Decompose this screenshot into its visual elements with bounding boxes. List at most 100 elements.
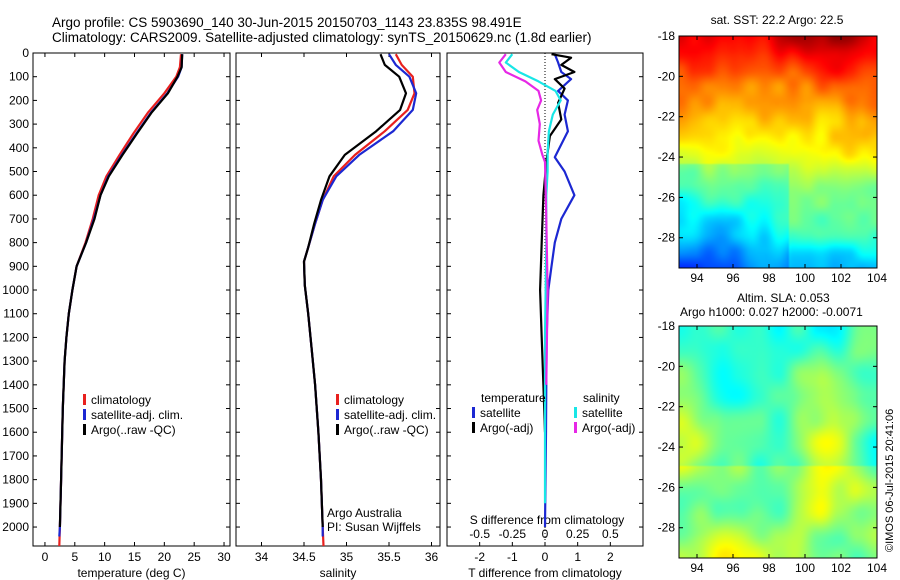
- sla-map-frame: [678, 325, 878, 559]
- salinity-diff-axis-label: S difference from climatology: [470, 513, 625, 527]
- depth-tick-label: 300: [9, 117, 29, 131]
- salinity-xtick-label: 34.5: [292, 550, 316, 564]
- differences-xtick-label: 0: [542, 550, 549, 564]
- differences-series-2: [504, 53, 562, 504]
- map-ytick-label: -20: [658, 359, 676, 373]
- salinity-diff-tick-label: 0: [542, 527, 549, 541]
- differences-xtick-label: -1: [507, 550, 518, 564]
- map-xtick-label: 98: [762, 271, 776, 285]
- map-ytick-label: -26: [658, 190, 676, 204]
- salinity-diff-tick-label: 0.5: [602, 527, 619, 541]
- legend-swatch: [574, 422, 577, 433]
- map-xtick-label: 104: [867, 561, 887, 575]
- salinity-series-2: [302, 53, 408, 528]
- legend-entry: Argo(-adj): [582, 421, 635, 435]
- salinity-diff-tick-label: -0.5: [469, 527, 490, 541]
- map-ytick-label: -22: [658, 400, 676, 414]
- map-ytick-label: -18: [658, 319, 676, 333]
- depth-tick-label: 1600: [2, 425, 29, 439]
- legend-entry: climatology: [344, 393, 404, 407]
- sst-map-title: sat. SST: 22.2 Argo: 22.5: [711, 13, 844, 27]
- temperature-xtick-label: 25: [188, 550, 202, 564]
- map-ytick-label: -22: [658, 110, 676, 124]
- pi-name: PI: Susan Wijffels: [327, 520, 421, 534]
- differences-xtick-label: 2: [607, 550, 614, 564]
- sla-map-subtitle: Argo h1000: 0.027 h2000: -0.0071: [680, 305, 863, 319]
- depth-tick-label: 1900: [2, 496, 29, 510]
- temperature-xtick-label: 5: [71, 550, 78, 564]
- depth-tick-label: 1700: [2, 449, 29, 463]
- legend-entry: Argo(..raw -QC): [91, 423, 176, 437]
- legend-title-temperature: temperature: [481, 391, 546, 405]
- sla-map-panel: Altim. SLA: 0.053 Argo h1000: 0.027 h200…: [658, 291, 888, 575]
- map-xtick-label: 100: [795, 271, 815, 285]
- sst-map-panel: sat. SST: 22.2 Argo: 22.5 94 96 98 100 102 10…: [658, 13, 888, 285]
- legend-swatch: [472, 407, 475, 418]
- legend-entry: Argo(..raw -QC): [344, 423, 429, 437]
- legend-entry: satellite: [480, 406, 521, 420]
- temperature-xtick-label: 0: [42, 550, 49, 564]
- salinity-xtick-label: 35: [340, 550, 354, 564]
- differences-series-3: [498, 53, 549, 385]
- temperature-xtick-label: 30: [217, 550, 231, 564]
- map-ytick-label: -20: [658, 69, 676, 83]
- depth-tick-label: 1000: [2, 283, 29, 297]
- legend-entry: climatology: [91, 393, 151, 407]
- legend-swatch: [336, 394, 339, 405]
- temperature-series-0: [58, 54, 183, 547]
- map-xtick-label: 94: [690, 271, 704, 285]
- depth-tick-label: 1200: [2, 330, 29, 344]
- depth-tick-label: 2000: [2, 520, 29, 534]
- salinity-diff-tick-label: -0.25: [499, 527, 527, 541]
- depth-tick-label: 100: [9, 70, 29, 84]
- legend-swatch: [83, 409, 86, 420]
- temperature-xtick-label: 20: [158, 550, 172, 564]
- sst-heatmap: [679, 36, 877, 268]
- map-xtick-label: 100: [795, 561, 815, 575]
- temperature-xlabel: temperature (deg C): [77, 566, 185, 580]
- differences-xtick-label: -2: [474, 550, 485, 564]
- depth-tick-label: 1400: [2, 378, 29, 392]
- map-xtick-label: 94: [690, 561, 704, 575]
- map-xtick-label: 96: [726, 271, 740, 285]
- salinity-xlabel: salinity: [320, 566, 357, 580]
- map-xtick-label: 104: [867, 271, 887, 285]
- salinity-panel: 34 34.5 35 35.5 36 salinity climatologysatelli…: [235, 52, 441, 580]
- temperature-xtick-label: 15: [128, 550, 142, 564]
- map-ytick-label: -24: [658, 440, 676, 454]
- map-ytick-label: -28: [658, 521, 676, 535]
- temperature-series-1: [58, 54, 184, 537]
- depth-tick-label: 400: [9, 141, 29, 155]
- temperature-panel: 0 5 10 15 20 25 300100200300400500600700800900…: [2, 46, 231, 580]
- depth-tick-label: 900: [9, 259, 29, 273]
- depth-tick-label: 600: [9, 188, 29, 202]
- legend-swatch: [336, 424, 339, 435]
- pi-institution: Argo Australia: [327, 506, 402, 520]
- legend-entry: satellite: [582, 406, 623, 420]
- salinity-xtick-label: 34: [255, 550, 269, 564]
- legend-entry: satellite-adj. clim.: [91, 408, 183, 422]
- differences-xlabel: T difference from climatology: [468, 566, 622, 580]
- salinity-xtick-label: 35.5: [377, 550, 401, 564]
- legend-entry: satellite-adj. clim.: [344, 408, 436, 422]
- legend-title-salinity: salinity: [583, 391, 620, 405]
- map-xtick-label: 96: [726, 561, 740, 575]
- legend-swatch: [83, 394, 86, 405]
- depth-tick-label: 200: [9, 93, 29, 107]
- depth-tick-label: 700: [9, 212, 29, 226]
- sla-heatmap: [679, 326, 877, 558]
- map-ytick-label: -24: [658, 150, 676, 164]
- map-ytick-label: -18: [658, 29, 676, 43]
- header-line-2: Climatology: CARS2009. Satellite-adjuste…: [52, 30, 592, 45]
- map-xtick-label: 102: [831, 271, 851, 285]
- sla-map-title: Altim. SLA: 0.053: [737, 291, 830, 305]
- salinity-diff-tick-label: 0.25: [566, 527, 590, 541]
- sst-map-frame: [678, 35, 878, 269]
- map-ytick-label: -28: [658, 231, 676, 245]
- map-ytick-label: -26: [658, 480, 676, 494]
- temperature-series-2: [58, 54, 184, 528]
- legend-swatch: [472, 422, 475, 433]
- depth-tick-label: 1500: [2, 402, 29, 416]
- temperature-xtick-label: 10: [98, 550, 112, 564]
- legend-swatch: [83, 424, 86, 435]
